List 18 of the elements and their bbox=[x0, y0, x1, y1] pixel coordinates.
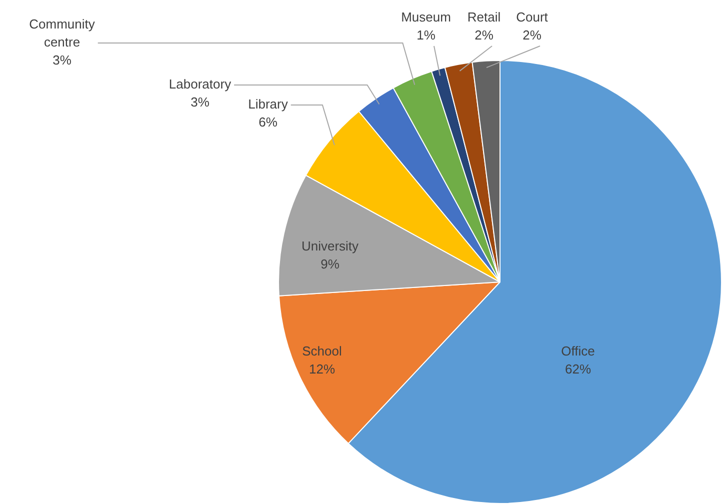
slice-label: Office bbox=[561, 344, 595, 359]
slice-label: University bbox=[301, 238, 360, 254]
data-label: 12% bbox=[308, 362, 336, 377]
data-label: 62% bbox=[564, 362, 592, 377]
slice-label: Retail bbox=[467, 10, 501, 25]
slice-label: Laboratory bbox=[168, 76, 232, 92]
slice-label: Court bbox=[516, 10, 548, 25]
data-label: 3% bbox=[52, 52, 72, 68]
slice-label: Library bbox=[248, 96, 288, 112]
data-label: 3% bbox=[190, 94, 210, 110]
data-label: 6% bbox=[258, 114, 278, 130]
data-label: 2% bbox=[474, 28, 494, 43]
data-label: 2% bbox=[522, 28, 542, 43]
data-label: 1% bbox=[416, 28, 436, 43]
slice-label: Museum bbox=[401, 10, 451, 25]
slice-label: Community centre bbox=[29, 16, 96, 50]
slice-label: School bbox=[302, 344, 342, 359]
data-label: 9% bbox=[320, 256, 340, 272]
